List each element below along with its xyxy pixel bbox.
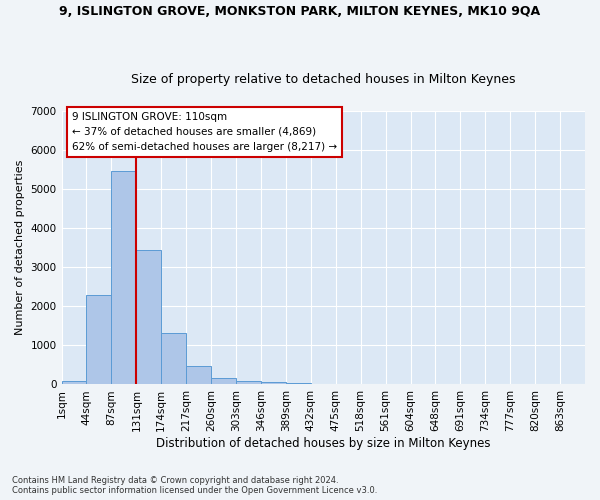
Text: Contains HM Land Registry data © Crown copyright and database right 2024.
Contai: Contains HM Land Registry data © Crown c… xyxy=(12,476,377,495)
Bar xyxy=(186,366,211,384)
Bar xyxy=(211,378,236,384)
Bar xyxy=(86,294,112,384)
Bar xyxy=(161,333,186,384)
Bar xyxy=(112,172,136,384)
Y-axis label: Number of detached properties: Number of detached properties xyxy=(15,160,25,336)
Bar xyxy=(136,250,161,384)
Title: Size of property relative to detached houses in Milton Keynes: Size of property relative to detached ho… xyxy=(131,73,515,86)
Bar xyxy=(286,383,311,384)
Bar xyxy=(236,381,261,384)
Text: 9 ISLINGTON GROVE: 110sqm
← 37% of detached houses are smaller (4,869)
62% of se: 9 ISLINGTON GROVE: 110sqm ← 37% of detac… xyxy=(72,112,337,152)
Bar xyxy=(62,382,86,384)
X-axis label: Distribution of detached houses by size in Milton Keynes: Distribution of detached houses by size … xyxy=(156,437,491,450)
Text: 9, ISLINGTON GROVE, MONKSTON PARK, MILTON KEYNES, MK10 9QA: 9, ISLINGTON GROVE, MONKSTON PARK, MILTO… xyxy=(59,5,541,18)
Bar xyxy=(261,382,286,384)
